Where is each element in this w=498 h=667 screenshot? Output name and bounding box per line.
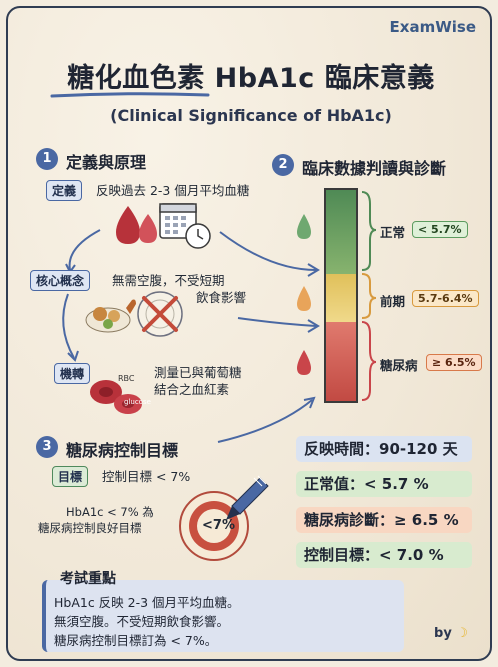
exam-key-points-box <box>42 580 404 652</box>
exam-line-2: 無須空腹。不受短期飲食影響。 <box>54 614 230 629</box>
stat-control-target: 控制目標：< 7.0 % <box>296 542 472 568</box>
section-3-title: 糖尿病控制目標 <box>66 441 179 460</box>
core-concept-tag: 核心概念 <box>30 270 91 291</box>
gauge-pre-zone <box>326 274 356 322</box>
rbc-label: RBC <box>118 374 135 383</box>
level-diabetes-label: 糖尿病 <box>380 358 418 373</box>
exam-key-points-title: 考試重點 <box>60 571 116 587</box>
section-1-title: 定義與原理 <box>66 153 147 172</box>
target-note-line-2: 糖尿病控制良好目標 <box>38 521 142 535</box>
red-drop-icon <box>297 350 311 375</box>
page-title: 糖化血色素 HbA1c 臨床意義 <box>67 63 435 94</box>
glucose-label: glucose <box>124 398 151 406</box>
food-plate-icon <box>85 299 136 333</box>
section-2-title: 臨床數據判讀與診斷 <box>302 159 447 178</box>
brand-logo: ExamWise <box>389 18 476 36</box>
concept-line-1: 無需空腹，不受短期 <box>112 273 225 288</box>
stat-reflect-time: 反映時間：90-120 天 <box>296 436 472 462</box>
section-2-number: 2 <box>272 154 294 176</box>
target-note-line-1: HbA1c < 7% 為 <box>66 505 154 519</box>
concept-line-2: 飲食影響 <box>196 290 247 305</box>
gauge-normal-zone <box>326 190 356 274</box>
level-normal-range: < 5.7% <box>412 221 468 238</box>
byline-text: by <box>434 626 452 641</box>
page-subtitle: (Clinical Significance of HbA1c) <box>110 106 392 125</box>
clock-icon <box>185 223 211 249</box>
calendar-icon <box>159 203 197 239</box>
level-pre-range: 5.7-6.4% <box>412 290 479 307</box>
target-text: 控制目標 < 7% <box>102 469 191 484</box>
banana-icon: ☽ <box>456 626 468 641</box>
exam-line-1: HbA1c 反映 2-3 個月平均血糖。 <box>54 595 240 610</box>
mechanism-line-1: 測量已與葡萄糖 <box>154 365 242 380</box>
section1-illustrations <box>62 203 211 414</box>
hba1c-gauge <box>324 188 358 403</box>
exam-line-3: 糖尿病控制目標訂為 < 7%。 <box>54 633 218 648</box>
infographic-card: ExamWise 糖化血色素 HbA1c 臨床意義 (Clinical Sign… <box>6 6 492 661</box>
byline: by ☽ <box>434 626 468 641</box>
mechanism-line-2: 結合之血紅素 <box>154 382 230 397</box>
section3-illustrations <box>179 475 269 561</box>
mechanism-tag: 機轉 <box>54 363 91 384</box>
gauge-diabetes-zone <box>326 322 356 401</box>
pen-icon <box>226 475 269 520</box>
no-eating-icon <box>137 291 183 337</box>
stat-diagnosis: 糖尿病診斷：≥ 6.5 % <box>296 507 472 533</box>
section2-illustrations <box>217 191 377 443</box>
section-1-number: 1 <box>36 148 58 170</box>
target-tag: 目標 <box>52 466 89 487</box>
definition-tag: 定義 <box>46 180 83 201</box>
title-underline <box>50 92 210 98</box>
level-normal-label: 正常 <box>380 225 406 240</box>
level-diabetes-range: ≥ 6.5% <box>426 354 482 371</box>
definition-text: 反映過去 2-3 個月平均血糖 <box>96 183 250 198</box>
green-drop-icon <box>297 214 311 239</box>
blood-drop-icon <box>116 206 157 244</box>
orange-drop-icon <box>297 286 311 311</box>
stat-normal-value: 正常值：< 5.7 % <box>296 471 472 497</box>
target-value: <7% <box>202 518 235 533</box>
level-pre-label: 前期 <box>380 294 406 309</box>
section-3-number: 3 <box>36 436 58 458</box>
red-blood-cell-icon <box>90 380 142 414</box>
